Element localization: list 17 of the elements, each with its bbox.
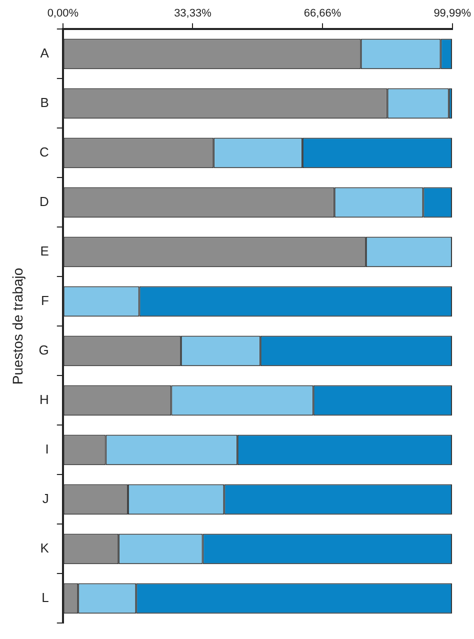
y-tick-label: H bbox=[40, 392, 49, 408]
x-tick-label: 99,99% bbox=[434, 8, 472, 20]
y-tick-label: E bbox=[40, 244, 50, 259]
y-tick-label: J bbox=[42, 491, 49, 506]
x-tick-label: 33,33% bbox=[174, 8, 212, 20]
y-tick-label: I bbox=[45, 442, 49, 457]
x-tick-label: 66,66% bbox=[304, 8, 342, 20]
x-tick-label: 0,00% bbox=[47, 8, 79, 20]
y-axis-title: Puestos de trabajo bbox=[9, 268, 26, 385]
y-tick-label: D bbox=[40, 194, 49, 210]
y-tick-label: K bbox=[40, 540, 50, 556]
y-tick-label: L bbox=[42, 590, 49, 606]
y-tick-label: G bbox=[38, 342, 49, 358]
y-tick-label: C bbox=[40, 144, 49, 160]
y-tick-label: B bbox=[40, 95, 49, 110]
y-tick-label: F bbox=[40, 293, 49, 308]
y-tick-label: A bbox=[40, 46, 50, 61]
